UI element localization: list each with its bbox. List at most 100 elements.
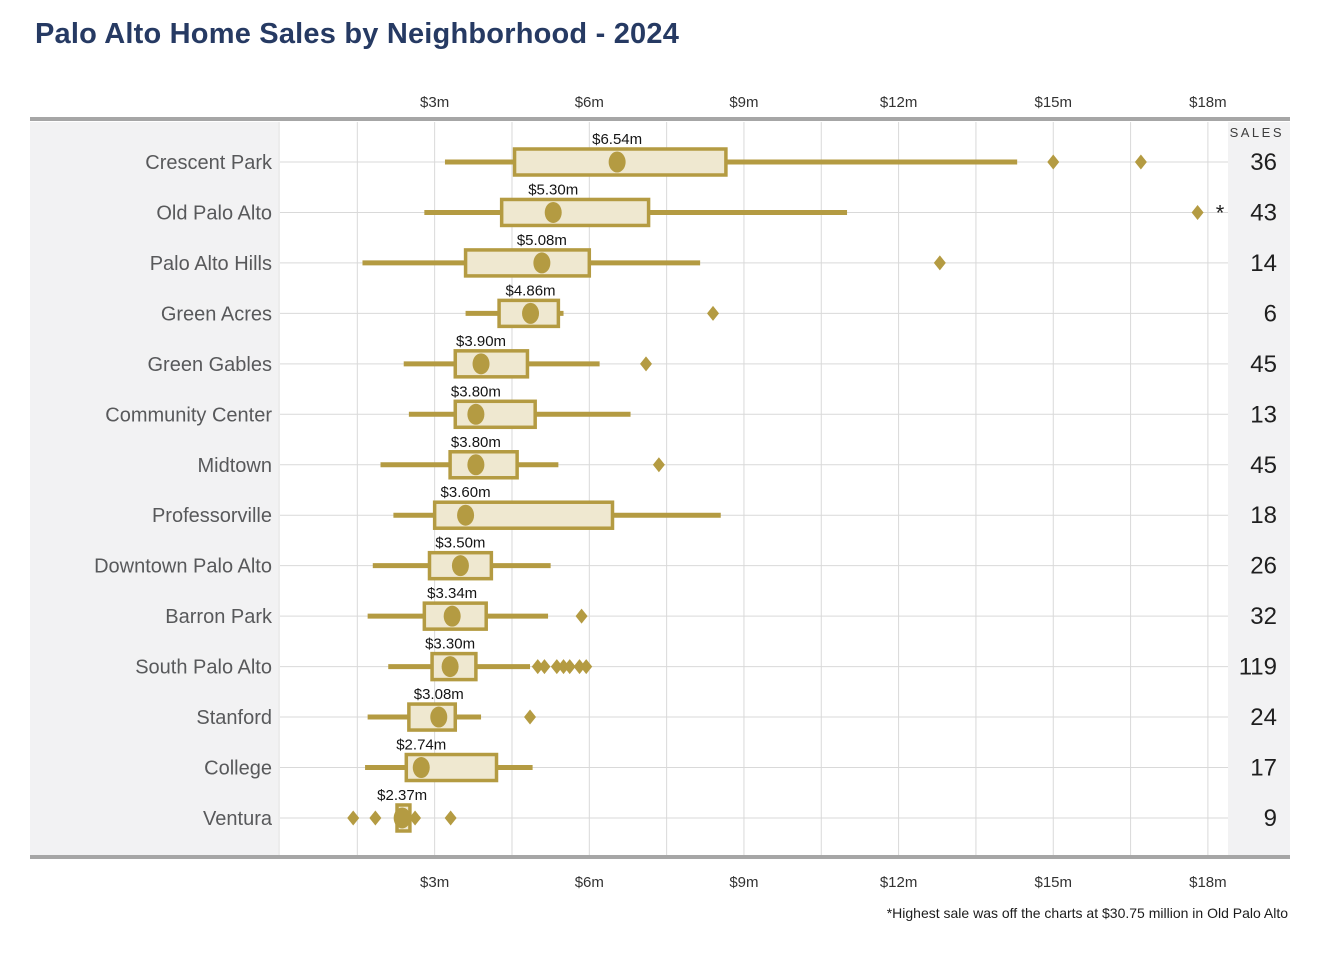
row-label: Green Gables: [147, 354, 272, 376]
boxplot-row: [393, 500, 721, 530]
sales-count: 9: [1264, 805, 1277, 832]
row-label: Midtown: [198, 455, 272, 477]
median-value-label: $4.86m: [506, 282, 556, 299]
row-label: Ventura: [203, 808, 273, 830]
row-label: Stanford: [196, 707, 272, 729]
iqr-box: [453, 399, 537, 430]
axis-bar-bottom: [30, 855, 1290, 859]
sales-count: 32: [1250, 603, 1277, 630]
axis-bar-top: [30, 117, 1290, 121]
median-marker: [608, 151, 626, 173]
outlier-diamond: [524, 709, 537, 725]
outlier-diamond: [652, 457, 665, 473]
iqr-box: [499, 197, 651, 228]
median-value-label: $2.37m: [377, 787, 427, 804]
row-label: Old Palo Alto: [156, 202, 272, 224]
outlier-diamond: [550, 659, 563, 675]
offchart-note-asterisk: *: [1216, 200, 1225, 225]
outlier-diamond: [573, 659, 586, 675]
row-label: Green Acres: [161, 303, 272, 325]
median-value-label: $3.80m: [451, 434, 501, 451]
iqr-box: [453, 349, 530, 379]
tick-label-bottom: $3m: [420, 874, 449, 891]
tick-label-bottom: $12m: [880, 874, 918, 891]
sales-count: 26: [1250, 553, 1277, 580]
tick-label-top: $15m: [1034, 94, 1072, 111]
median-marker: [443, 605, 461, 627]
row-label: Professorville: [152, 505, 272, 527]
outlier-diamond: [580, 659, 593, 675]
median-value-label: $3.80m: [451, 383, 501, 400]
boxplot-row: [380, 450, 665, 480]
boxplot-row: [408, 399, 631, 430]
boxplot-row: [367, 601, 588, 631]
median-marker: [451, 555, 469, 577]
row-label: Barron Park: [165, 606, 273, 628]
median-marker: [467, 403, 485, 425]
boxplot-row: [424, 197, 1204, 228]
outlier-diamond: [707, 305, 720, 321]
tick-label-bottom: $6m: [575, 874, 604, 891]
tick-label-top: $3m: [420, 94, 449, 111]
median-marker: [467, 454, 485, 476]
page-title: Palo Alto Home Sales by Neighborhood - 2…: [35, 18, 680, 50]
outlier-diamond: [347, 810, 360, 826]
outlier-diamond: [444, 810, 457, 826]
boxplot-row: [362, 248, 946, 278]
boxplot-row: [347, 803, 457, 833]
tick-label-top: $12m: [880, 94, 918, 111]
sales-panel: [1228, 122, 1290, 855]
outlier-diamond: [369, 810, 382, 826]
footnote-text: *Highest sale was off the charts at $30.…: [886, 905, 1288, 921]
outlier-diamond: [538, 659, 551, 675]
sales-column-header: SALES: [1230, 125, 1284, 140]
median-marker: [522, 302, 540, 324]
tick-label-top: $6m: [575, 94, 604, 111]
row-labels-panel: [30, 122, 278, 855]
median-marker: [441, 656, 459, 678]
median-marker: [457, 504, 475, 526]
boxplot-row: [365, 752, 533, 783]
median-value-label: $5.08m: [517, 232, 567, 249]
median-marker: [472, 353, 490, 375]
median-marker: [533, 252, 551, 274]
outlier-diamond: [409, 810, 422, 826]
sales-count: 14: [1250, 250, 1277, 277]
boxplot-row: [388, 651, 593, 682]
boxplot-row: [403, 349, 653, 379]
sales-count: 17: [1250, 755, 1277, 782]
row-label: South Palo Alto: [135, 657, 272, 679]
median-value-label: $2.74m: [396, 737, 446, 754]
sales-count: 43: [1250, 199, 1277, 226]
row-label: Palo Alto Hills: [150, 253, 272, 275]
row-label: Crescent Park: [145, 152, 273, 174]
tick-label-bottom: $15m: [1034, 874, 1072, 891]
sales-count: 24: [1250, 704, 1277, 731]
outlier-diamond: [575, 608, 588, 624]
sales-count: 36: [1250, 149, 1277, 176]
median-value-label: $3.90m: [456, 333, 506, 350]
outlier-diamond: [557, 659, 570, 675]
median-value-label: $6.54m: [592, 131, 642, 148]
tick-label-top: $9m: [729, 94, 758, 111]
boxplot-row: [465, 298, 720, 329]
outlier-diamond: [1191, 204, 1204, 220]
outlier-diamond: [933, 255, 946, 271]
median-value-label: $3.30m: [425, 636, 475, 653]
iqr-box: [463, 248, 592, 278]
median-value-label: $3.34m: [427, 585, 477, 602]
outlier-diamond: [1047, 154, 1060, 170]
outlier-diamond: [563, 659, 576, 675]
row-label: College: [204, 758, 272, 780]
outlier-diamond: [640, 356, 653, 372]
boxplot-row: [444, 147, 1147, 177]
median-value-label: $3.60m: [441, 484, 491, 501]
median-value-label: $3.50m: [435, 535, 485, 552]
boxplot-row: [367, 702, 537, 732]
outlier-diamond: [531, 659, 544, 675]
sales-count: 45: [1250, 351, 1277, 378]
boxplot-row: [372, 550, 551, 581]
median-value-label: $5.30m: [528, 181, 578, 198]
median-value-label: $3.08m: [414, 686, 464, 703]
